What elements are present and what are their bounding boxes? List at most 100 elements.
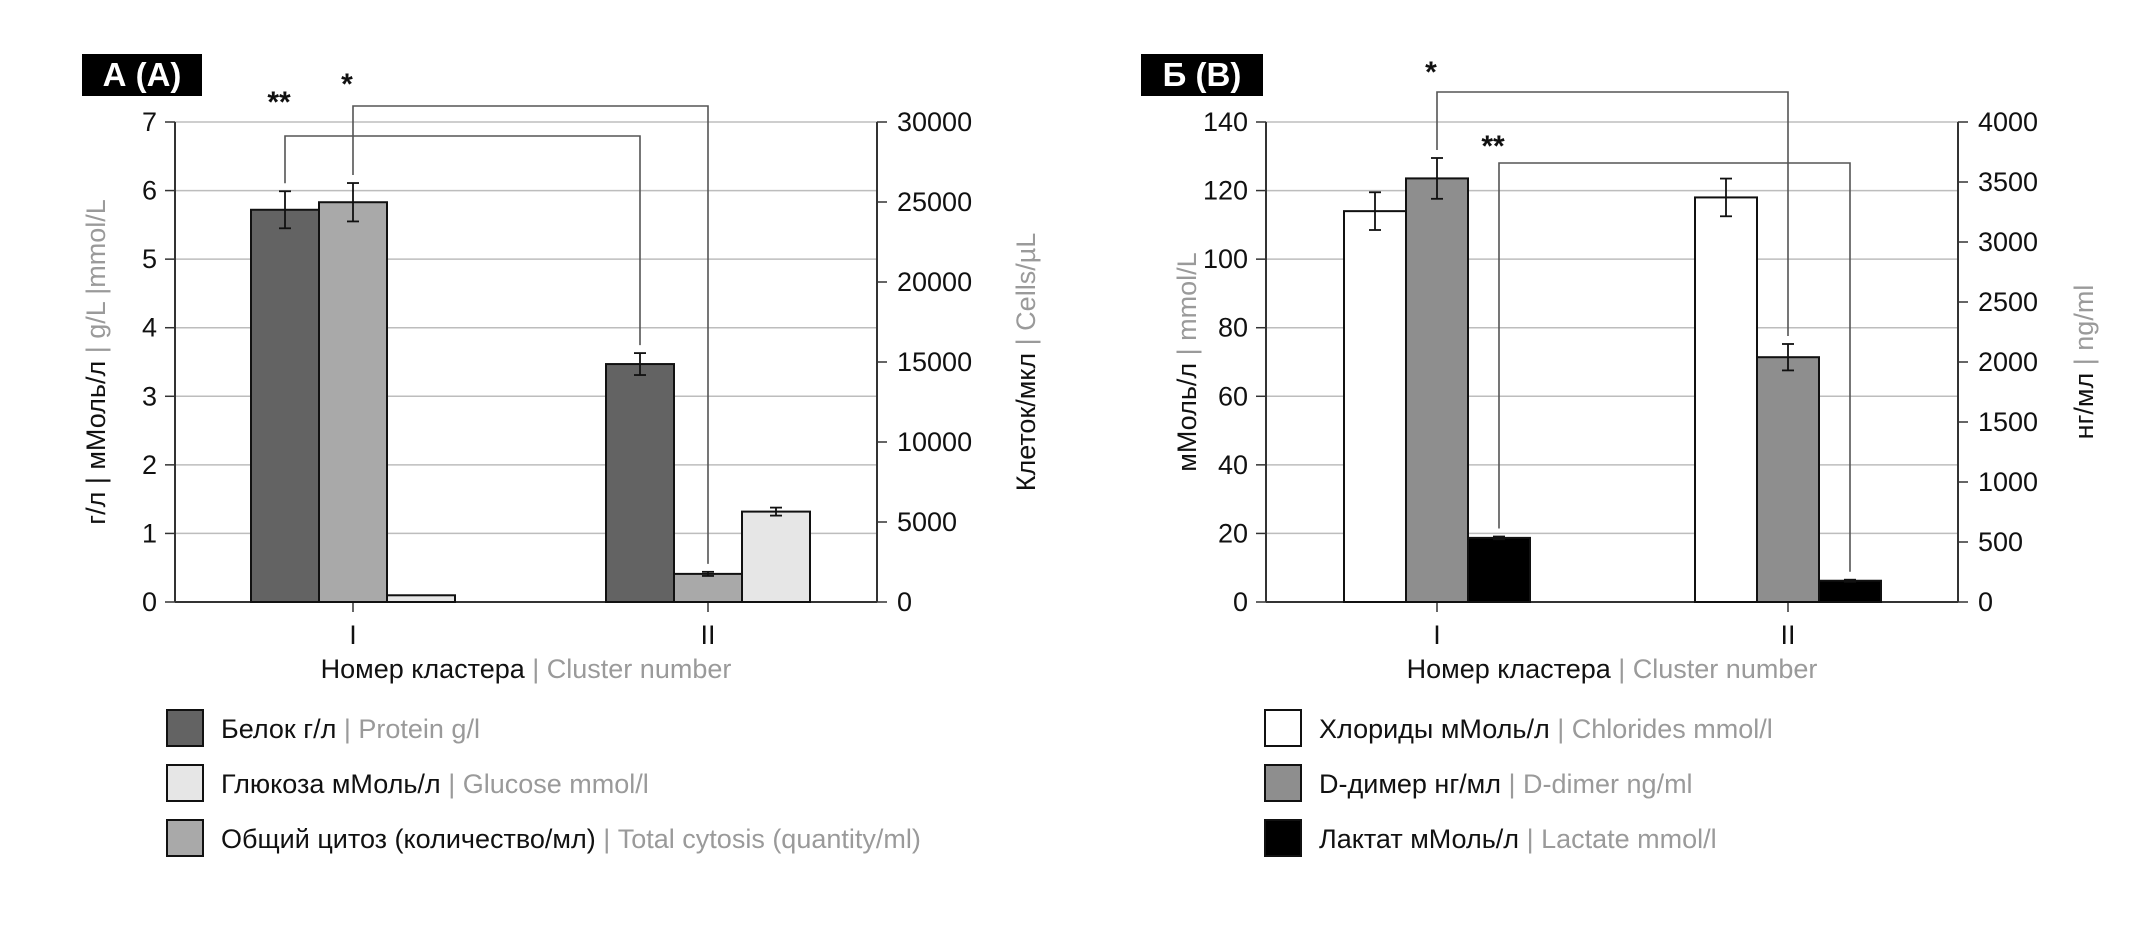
chart-panel-a: А (A) 0 1 2 3 4 5 6 7 0 5000 10000 15000 20000 25000 30… [81,54,1041,856]
right-tick-label: 1500 [1978,407,2038,437]
x-axis-label-en: Cluster number [1633,654,1818,684]
legend-swatch [1265,765,1301,801]
right-tick-label: 5000 [897,507,957,537]
left-tick-label: 80 [1218,313,1248,343]
left-tick-label: 1 [142,518,157,548]
left-tick-label: 7 [142,107,157,137]
bar [674,574,742,602]
bar [387,595,455,602]
right-tick-label: 4000 [1978,107,2038,137]
left-tick-label: 0 [1233,587,1248,617]
y-axis-right-label: нг/мл | ng/ml [2069,285,2099,440]
category-label: II [1780,620,1795,650]
right-tick-label: 25000 [897,187,972,217]
y-axis-right-label-en: Cells/µL [1011,233,1041,331]
figure: А (A)01234567050001000015000200002500030… [0,0,2148,938]
legend-swatch [167,765,203,801]
right-tick-label: 10000 [897,427,972,457]
y-axis-right-label-en: ng/ml [2069,285,2099,351]
legend-label: D-димер нг/мл | D-dimer ng/ml [1319,769,1693,799]
right-tick-label: 30000 [897,107,972,137]
bar [606,364,674,602]
left-tick-label: 120 [1203,176,1248,206]
left-tick-label: 6 [142,176,157,206]
legend-label-ru: Белок г/л [221,714,336,744]
legend-label-ru: Хлориды мМоль/л [1319,714,1550,744]
left-tick-label: 60 [1218,381,1248,411]
left-tick-label: 4 [142,313,157,343]
legend-label-sep: | [1501,769,1523,799]
left-tick-label: 2 [142,450,157,480]
right-tick-label: 15000 [897,347,972,377]
y-axis-left-label-en: g/L |mmol/L [81,199,111,339]
panel-badge-label: А (A) [103,56,182,93]
legend-swatch [1265,710,1301,746]
bar [1468,538,1530,602]
significance-label: * [1425,56,1437,89]
bar [742,512,810,602]
left-tick-label: 40 [1218,450,1248,480]
legend-label-en: Lactate mmol/l [1541,824,1717,854]
y-axis-left-label-sep: | [81,339,111,361]
left-tick-label: 0 [142,587,157,617]
legend-label-en: Protein g/l [358,714,480,744]
right-tick-label: 20000 [897,267,972,297]
legend-swatch [1265,820,1301,856]
right-tick-label: 3500 [1978,167,2038,197]
legend-swatch [167,820,203,856]
x-axis-label-en: Cluster number [547,654,732,684]
y-axis-right-label-sep: | [1011,331,1041,353]
legend-label: Лактат мМоль/л | Lactate mmol/l [1319,824,1717,854]
left-tick-label: 5 [142,244,157,274]
legend-label-en: Total cytosis (quantity/ml) [618,824,921,854]
legend-label-ru: Глюкоза мМоль/л [221,769,441,799]
legend-label-sep: | [1519,824,1541,854]
y-axis-left-label: г/л | мМоль/л | g/L |mmol/L [81,199,111,525]
left-tick-label: 3 [142,381,157,411]
y-axis-left-label-ru: мМоль/л [1172,363,1202,472]
right-tick-label: 2500 [1978,287,2038,317]
x-axis-label: Номер кластера | Cluster number [321,654,732,684]
bar [1757,357,1819,602]
right-tick-label: 1000 [1978,467,2038,497]
legend-label-ru: Общий цитоз (количество/мл) [221,824,596,854]
right-tick-label: 0 [897,587,912,617]
legend-label: Глюкоза мМоль/л | Glucose mmol/l [221,769,649,799]
bar [319,202,387,602]
y-axis-left-label-sep: | [1172,341,1202,363]
legend-label-sep: | [441,769,463,799]
bar [1819,581,1881,602]
bar [251,210,319,602]
x-axis-label-sep: | [525,654,547,684]
x-axis-label-ru: Номер кластера [1407,654,1612,684]
legend-label-sep: | [336,714,358,744]
legend-swatch [167,710,203,746]
legend-label-ru: Лактат мМоль/л [1319,824,1519,854]
y-axis-right-label: Клеток/мкл | Cells/µL [1011,233,1041,492]
y-axis-left-label-ru: г/л | мМоль/л [81,361,111,525]
legend-label: Белок г/л | Protein g/l [221,714,480,744]
bar [1695,197,1757,602]
x-axis-label-sep: | [1611,654,1633,684]
legend-label: Хлориды мМоль/л | Chlorides mmol/l [1319,714,1773,744]
legend-label-ru: D-димер нг/мл [1319,769,1501,799]
right-tick-label: 3000 [1978,227,2038,257]
legend-label-en: Chlorides mmol/l [1572,714,1773,744]
legend-label-en: Glucose mmol/l [463,769,649,799]
left-tick-label: 100 [1203,244,1248,274]
x-axis-label: Номер кластера | Cluster number [1407,654,1818,684]
y-axis-left-label-en: mmol/L [1172,252,1202,341]
significance-label: ** [267,86,291,119]
legend-label-sep: | [596,824,618,854]
right-tick-label: 2000 [1978,347,2038,377]
right-tick-label: 500 [1978,527,2023,557]
right-tick-label: 0 [1978,587,1993,617]
legend-label-en: D-dimer ng/ml [1523,769,1693,799]
y-axis-right-label-ru: Клеток/мкл [1011,353,1041,491]
significance-label: * [341,68,353,101]
left-tick-label: 140 [1203,107,1248,137]
bar [1406,178,1468,602]
bar [1344,211,1406,602]
legend-label-sep: | [1550,714,1572,744]
panel-badge-label: Б (B) [1163,56,1242,93]
